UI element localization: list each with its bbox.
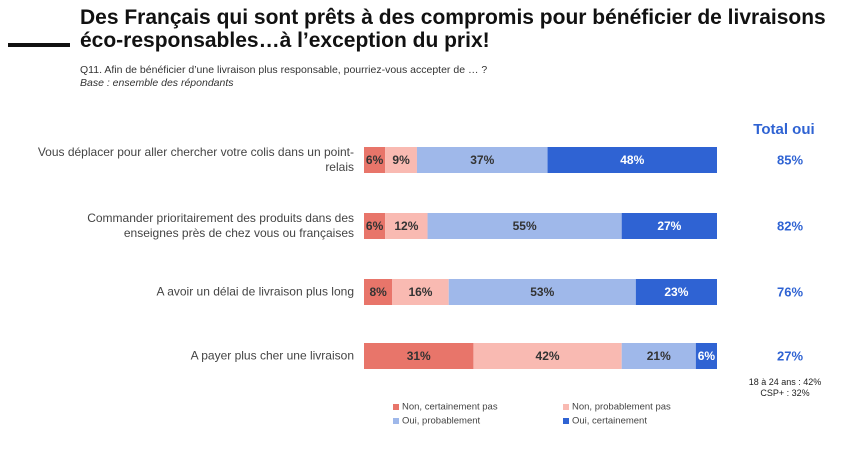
- data-label: 21%: [647, 349, 671, 363]
- subtitle: Q11. Afin de bénéficier d’une livraison …: [80, 64, 488, 76]
- bar-segment: [385, 147, 417, 173]
- bar-segment: [364, 279, 393, 305]
- category-label: Vous déplacer pour aller chercher votre …: [37, 145, 354, 174]
- base-note: Base : ensemble des répondants: [80, 77, 234, 89]
- total-header: Total oui: [753, 121, 814, 138]
- data-label: 53%: [530, 285, 554, 299]
- annotation: 18 à 24 ans : 42%: [748, 377, 822, 387]
- total-value: 85%: [777, 152, 803, 167]
- bar-segment: [448, 279, 636, 305]
- data-label: 6%: [366, 153, 384, 167]
- bar-segment: [364, 147, 386, 173]
- bar-segment: [416, 147, 548, 173]
- total-value: 82%: [777, 218, 803, 233]
- total-value: 27%: [777, 348, 803, 363]
- category-label: Commander prioritairement des produits d…: [87, 211, 354, 240]
- data-label: 31%: [407, 349, 431, 363]
- bar-segment: [364, 213, 386, 239]
- legend-swatch: [393, 404, 399, 410]
- total-value: 76%: [777, 284, 803, 299]
- category-label: A payer plus cher une livraison: [190, 348, 354, 363]
- title-rule: [8, 43, 70, 47]
- data-label: 42%: [536, 349, 560, 363]
- chart-title: Des Français qui sont prêts à des compro…: [80, 6, 826, 52]
- bar-segment: [427, 213, 622, 239]
- bar-segment: [621, 343, 696, 369]
- legend-swatch: [563, 418, 569, 424]
- data-label: 9%: [392, 153, 410, 167]
- data-label: 27%: [657, 219, 681, 233]
- data-label: 16%: [408, 285, 432, 299]
- data-label: 55%: [513, 219, 537, 233]
- data-label: 6%: [698, 349, 716, 363]
- data-label: 23%: [664, 285, 688, 299]
- legend-label: Oui, certainement: [572, 416, 647, 427]
- bar-segment: [621, 213, 717, 239]
- category-label: A avoir un délai de livraison plus long: [156, 284, 354, 299]
- annotation: CSP+ : 32%: [760, 388, 810, 398]
- bar-segment: [547, 147, 717, 173]
- legend-label: Oui, probablement: [402, 416, 481, 427]
- bar-segment: [695, 343, 717, 369]
- data-label: 6%: [366, 219, 384, 233]
- bar-segment: [364, 343, 474, 369]
- bar-segment: [635, 279, 717, 305]
- bar-segment: [473, 343, 622, 369]
- bar-segment: [392, 279, 449, 305]
- legend-swatch: [393, 418, 399, 424]
- legend-swatch: [563, 404, 569, 410]
- bar-segment: [385, 213, 428, 239]
- legend-label: Non, certainement pas: [402, 402, 498, 413]
- legend-label: Non, probablement pas: [572, 402, 671, 413]
- data-label: 37%: [470, 153, 494, 167]
- data-label: 48%: [620, 153, 644, 167]
- data-label: 12%: [394, 219, 418, 233]
- data-label: 8%: [369, 285, 387, 299]
